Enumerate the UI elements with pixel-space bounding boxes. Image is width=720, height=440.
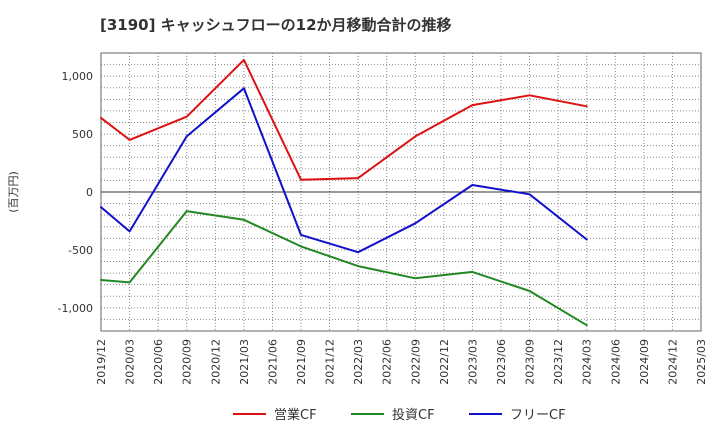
x-tick-label: 2020/06 [152,339,165,385]
x-tick-label: 2021/03 [238,339,251,385]
series-line-2 [100,210,588,327]
y-tick-label: 500 [72,128,93,141]
x-tick-label: 2022/09 [409,339,422,385]
x-tick-label: 2022/12 [438,339,451,385]
x-tick-label: 2024/12 [666,339,679,385]
series-line-1 [100,58,588,181]
legend-label-2: 投資CF [392,407,435,423]
x-tick-label: 2024/06 [609,339,622,385]
x-tick-label: 2022/06 [381,339,394,385]
legend-label-1: 営業CF [274,407,317,423]
series-line-3 [100,87,588,254]
legend: 営業CF 投資CF フリーCF [233,407,566,423]
x-tick-label: 2024/09 [638,339,651,385]
y-tick-label: -500 [68,244,93,257]
x-tick-label: 2020/03 [124,339,137,385]
x-tick-label: 2023/09 [524,339,537,385]
x-tick-label: 2019/12 [95,339,108,385]
x-tick-label: 2021/06 [266,339,279,385]
y-tick-label: -1,000 [58,302,93,315]
axes: -1,000 -500 0 500 1,000 (百万円) 2019/12 2020/03 20… [7,52,708,385]
plot-border [100,52,702,332]
y-tick-label: 1,000 [62,70,94,83]
x-tick-label: 2024/03 [581,339,594,385]
x-tick-label: 2020/09 [181,339,194,385]
x-tick-label: 2023/12 [552,339,565,385]
y-tick-label: 0 [86,186,93,199]
x-tick-label: 2021/09 [295,339,308,385]
y-axis-label: (百万円) [7,171,20,213]
x-tick-label: 2020/12 [209,339,222,385]
chart-title: [3190] キャッシュフローの12か月移動合計の推移 [100,16,452,34]
x-tick-label: 2021/12 [324,339,337,385]
x-tick-label: 2025/03 [695,339,708,385]
series-lines [100,58,588,327]
x-tick-label: 2023/03 [466,339,479,385]
x-tick-label: 2022/03 [352,339,365,385]
legend-label-3: フリーCF [510,408,566,423]
x-tick-label: 2023/06 [495,339,508,385]
